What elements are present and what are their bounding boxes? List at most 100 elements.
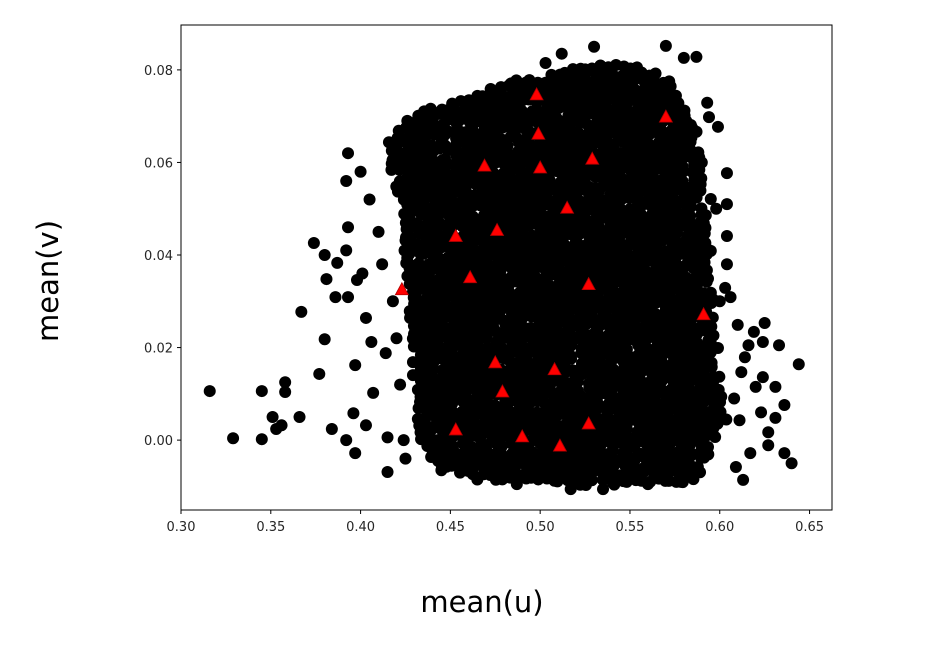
black-point	[778, 398, 791, 411]
black-point	[642, 94, 655, 107]
black-point	[620, 289, 633, 302]
x-tick-label: 0.40	[346, 520, 375, 535]
black-point	[564, 304, 577, 317]
black-point	[705, 361, 718, 374]
black-point	[329, 291, 342, 304]
black-point	[452, 114, 465, 127]
red-triangle-point	[581, 416, 596, 430]
black-point	[755, 406, 768, 419]
black-point	[522, 219, 535, 232]
black-point	[440, 388, 453, 401]
x-tick-label: 0.45	[436, 520, 465, 535]
black-point	[706, 311, 719, 324]
black-point	[700, 275, 713, 288]
red-triangle-point	[448, 422, 463, 436]
red-triangle-point	[462, 269, 478, 284]
black-point	[551, 475, 564, 488]
black-point	[555, 47, 568, 60]
black-point	[699, 381, 712, 394]
black-series	[203, 39, 805, 496]
black-point	[503, 395, 516, 408]
black-point	[379, 347, 392, 360]
black-point	[390, 332, 403, 345]
black-point	[588, 40, 601, 53]
black-point	[687, 473, 700, 486]
black-point	[445, 459, 458, 472]
red-triangle-point	[547, 361, 562, 376]
black-point	[698, 227, 711, 240]
black-point	[579, 318, 592, 331]
black-point	[399, 452, 412, 465]
x-tick-label: 0.55	[615, 520, 644, 535]
black-point	[435, 464, 448, 477]
black-point	[381, 431, 394, 444]
black-point	[524, 361, 537, 374]
black-point	[733, 414, 746, 427]
x-tick-label: 0.35	[256, 520, 285, 535]
black-point	[489, 206, 502, 219]
black-point	[738, 351, 751, 364]
black-point	[701, 96, 714, 109]
black-point	[318, 333, 331, 346]
black-point	[629, 437, 642, 450]
black-point	[381, 466, 394, 479]
black-point	[773, 339, 786, 352]
black-point	[467, 235, 480, 248]
y-tick-label: 0.02	[144, 342, 173, 357]
black-point	[557, 129, 570, 142]
black-point	[313, 367, 326, 380]
black-point	[758, 317, 771, 330]
black-point	[729, 460, 742, 473]
red-triangle-point	[533, 160, 548, 174]
black-point	[620, 475, 633, 488]
red-series	[394, 87, 711, 452]
black-point	[424, 102, 437, 115]
black-point	[720, 258, 733, 271]
black-point	[349, 447, 362, 460]
black-point	[510, 478, 523, 491]
black-point	[608, 478, 621, 491]
red-triangle-point	[531, 126, 546, 140]
black-point	[695, 156, 708, 169]
red-triangle-point	[495, 384, 510, 398]
black-point	[714, 396, 727, 409]
black-point	[735, 366, 748, 379]
black-point	[340, 244, 353, 257]
black-point	[724, 291, 737, 304]
black-point	[744, 447, 757, 460]
black-point	[496, 121, 509, 134]
black-point	[386, 295, 399, 308]
black-point	[425, 367, 438, 380]
black-point	[403, 247, 416, 260]
black-point	[747, 325, 760, 338]
black-point	[656, 374, 669, 387]
black-point	[495, 303, 508, 316]
black-point	[762, 439, 775, 452]
black-point	[446, 97, 459, 110]
black-point	[573, 227, 586, 240]
black-point	[792, 358, 805, 371]
black-point	[318, 249, 331, 262]
red-triangle-point	[488, 354, 503, 369]
black-point	[279, 385, 292, 398]
x-axis: 0.30 0.35 0.40 0.45 0.50 0.55 0.60 0.65	[167, 510, 824, 535]
black-point	[785, 457, 798, 470]
black-point	[742, 339, 755, 352]
black-point	[394, 378, 407, 391]
black-point	[659, 39, 672, 52]
black-point	[279, 376, 292, 389]
black-point	[524, 292, 537, 305]
black-point	[320, 273, 333, 286]
y-tick-label: 0.04	[144, 249, 173, 264]
plot-frame	[180, 24, 833, 511]
black-point	[749, 380, 762, 393]
black-point	[405, 206, 418, 219]
black-point	[340, 434, 353, 447]
red-triangle-point	[696, 306, 711, 321]
black-point	[629, 73, 642, 86]
black-point	[331, 256, 344, 269]
black-point	[342, 147, 355, 160]
black-point	[342, 221, 355, 234]
black-point	[719, 281, 732, 294]
black-point	[615, 436, 628, 449]
